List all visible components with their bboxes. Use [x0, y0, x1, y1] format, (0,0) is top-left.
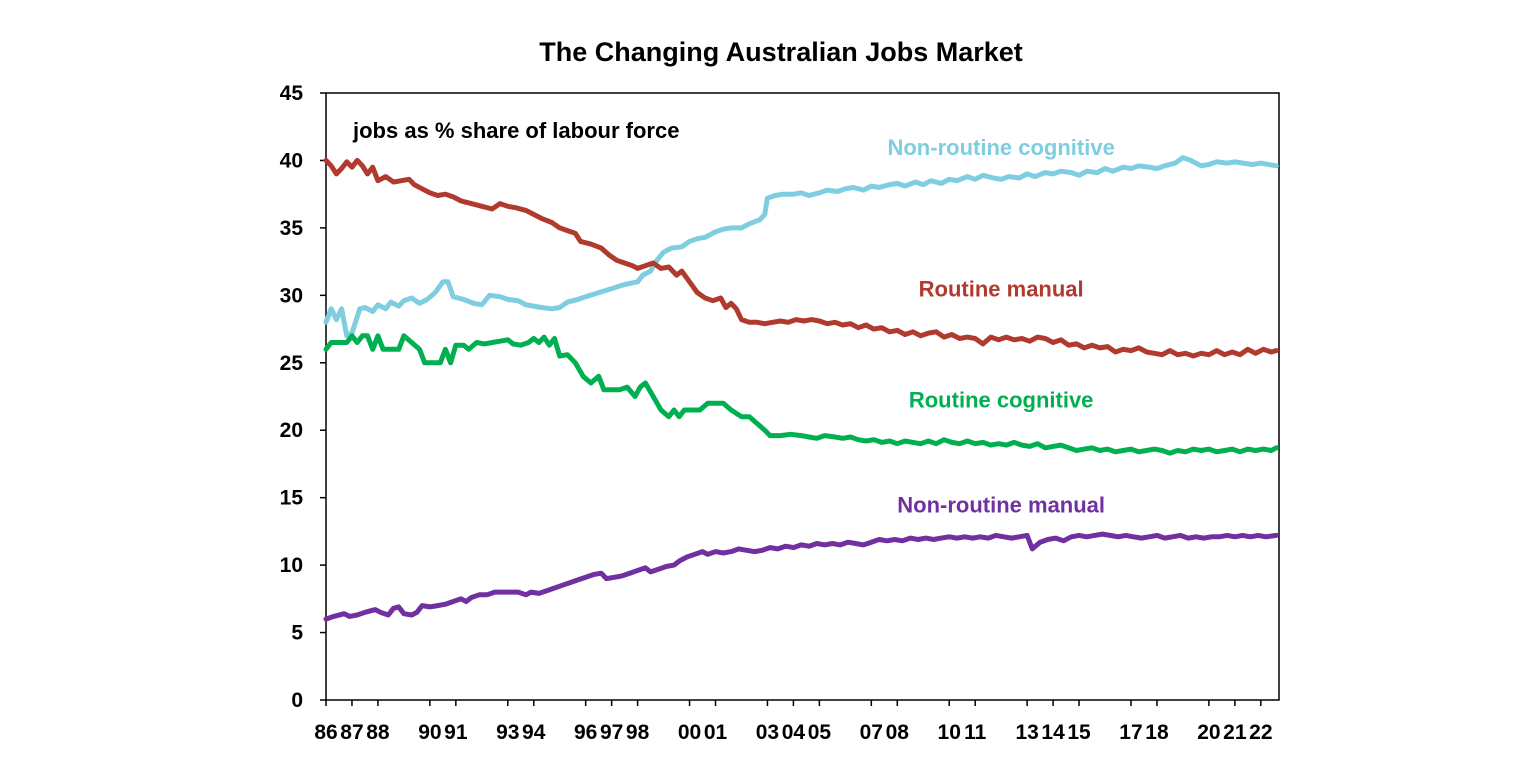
y-tick-label: 40: [280, 149, 303, 172]
y-tick-label: 25: [280, 352, 304, 375]
x-tick-label: 17: [1119, 721, 1142, 744]
x-tick-label: 22: [1249, 721, 1272, 744]
y-tick-label: 20: [280, 419, 303, 442]
x-tick-label: 94: [522, 721, 546, 744]
series-line-non-routine-cognitive: [323, 155, 1279, 339]
x-tick-label: 03: [756, 721, 779, 744]
series-label-routine-cognitive: Routine cognitive: [909, 387, 1094, 412]
x-tick-label: 87: [340, 721, 363, 744]
x-tick-label: 97: [600, 721, 623, 744]
series-line-routine-cognitive: [323, 333, 1279, 456]
series-group: [323, 155, 1279, 622]
x-tick-label: 13: [1015, 721, 1038, 744]
series-line-routine-manual: [323, 157, 1279, 359]
series-label-non-routine-manual: Non-routine manual: [897, 493, 1105, 518]
x-tick-label: 04: [782, 721, 806, 744]
x-tick-label: 20: [1197, 721, 1220, 744]
x-tick-label: 88: [366, 721, 390, 744]
x-tick-label: 07: [860, 721, 883, 744]
x-tick-label: 96: [574, 721, 597, 744]
x-tick-label: 08: [886, 721, 910, 744]
x-tick-label: 05: [808, 721, 832, 744]
y-tick-label: 0: [291, 689, 303, 712]
x-tick-label: 18: [1145, 721, 1169, 744]
x-tick-label: 11: [964, 721, 987, 744]
y-tick-label: 45: [280, 82, 304, 105]
x-tick-label: 15: [1067, 721, 1091, 744]
x-tick-label: 21: [1223, 721, 1247, 744]
y-tick-label: 5: [291, 622, 303, 645]
x-axis: 86 87 88 90 91 93 94 96 97 98 00 01 03 04 05 07 08 10 11 13…: [314, 700, 1273, 744]
plot-area: [325, 92, 1280, 701]
x-tick-label: 90: [418, 721, 441, 744]
x-tick-label: 10: [938, 721, 961, 744]
x-tick-label: 86: [314, 721, 337, 744]
x-tick-label: 91: [444, 721, 468, 744]
y-tick-label: 15: [280, 487, 304, 510]
x-tick-label: 01: [704, 721, 728, 744]
y-tick-label: 30: [280, 284, 303, 307]
chart-title: The Changing Australian Jobs Market: [539, 37, 1023, 67]
x-tick-label: 00: [678, 721, 701, 744]
x-tick-label: 93: [496, 721, 519, 744]
y-axis: 0 5 10 15 20 25 30 35 40 45: [280, 82, 326, 712]
series-label-non-routine-cognitive: Non-routine cognitive: [887, 135, 1114, 160]
series-labels: Non-routine cognitive Routine manual Routi…: [887, 135, 1114, 517]
series-line-non-routine-manual: [323, 531, 1279, 622]
y-tick-label: 35: [280, 217, 304, 240]
chart-annotation: jobs as % share of labour force: [352, 118, 679, 143]
y-tick-label: 10: [280, 554, 303, 577]
x-tick-label: 98: [626, 721, 650, 744]
series-label-routine-manual: Routine manual: [919, 277, 1084, 302]
x-tick-label: 14: [1041, 721, 1065, 744]
